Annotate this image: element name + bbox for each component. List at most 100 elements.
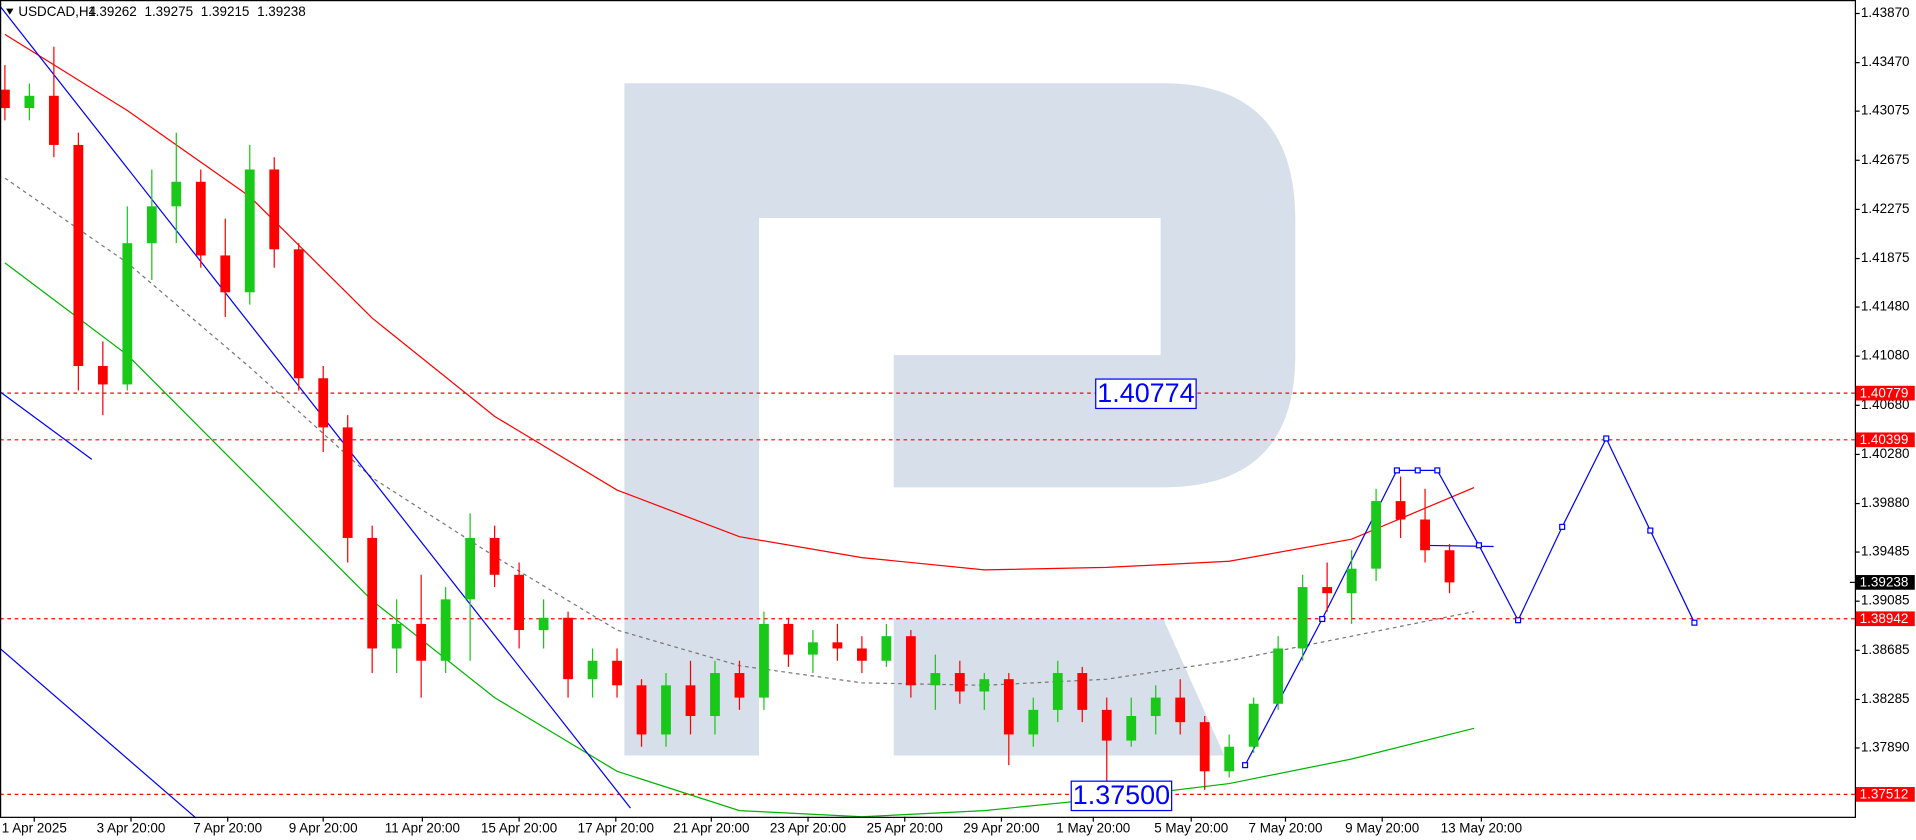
candle-body — [1395, 501, 1406, 520]
plot-area — [0, 5, 1855, 819]
indicator-line — [4, 262, 1475, 818]
y-tick-label: 1.40680 — [1861, 397, 1910, 412]
header-value: 1.39238 — [257, 4, 306, 19]
x-tick-label: 29 Apr 20:00 — [963, 821, 1039, 836]
level-label-box — [1856, 611, 1915, 627]
candle-body — [979, 679, 990, 692]
candle-body — [1175, 697, 1186, 723]
x-tick-label: 1 May 20:00 — [1056, 821, 1130, 836]
y-tick-label: 1.37890 — [1861, 740, 1910, 755]
y-tick-label: 1.43870 — [1861, 5, 1910, 20]
x-tick-label: 9 May 20:00 — [1345, 821, 1419, 836]
watermark-logo — [624, 83, 1296, 756]
candle-body — [587, 660, 598, 680]
x-tick-label: 21 Apr 20:00 — [673, 821, 749, 836]
x-tick-label: 5 May 20:00 — [1154, 821, 1228, 836]
x-tick-label: 7 May 20:00 — [1248, 821, 1322, 836]
y-tick-label: 1.43470 — [1861, 54, 1910, 69]
candle-body — [563, 617, 573, 680]
candle-body — [905, 636, 916, 686]
plot-frame — [0, 0, 1857, 818]
candle-body — [1052, 673, 1063, 710]
candle-body — [1297, 587, 1308, 649]
candle-body — [930, 673, 941, 686]
candle-body — [146, 206, 157, 244]
y-tick-label: 1.39085 — [1861, 593, 1910, 608]
header-value: 1.39275 — [144, 4, 193, 19]
candle-body — [1224, 746, 1235, 772]
candle-body — [1150, 697, 1161, 717]
y-tick-label: 1.41480 — [1861, 299, 1910, 314]
menu-triangle — [6, 8, 14, 15]
y-tick-label: 1.40280 — [1861, 446, 1910, 461]
candle-body — [1371, 501, 1381, 569]
candle-body — [759, 623, 769, 698]
candle-body — [220, 255, 231, 293]
current-price-box — [1856, 575, 1915, 590]
y-tick-label: 1.39880 — [1861, 495, 1910, 510]
x-tick-label: 17 Apr 20:00 — [578, 821, 654, 836]
candle-body — [1248, 703, 1259, 747]
annotation-label: 1.40774 — [1097, 378, 1194, 408]
candle-body — [538, 617, 549, 631]
forecast-point — [1559, 523, 1566, 530]
candle-body — [48, 95, 59, 145]
x-tick-label: 25 Apr 20:00 — [867, 821, 943, 836]
candle-body — [489, 537, 500, 575]
candle-body — [1126, 716, 1137, 741]
candle-body — [808, 642, 818, 655]
candle-body — [636, 685, 647, 735]
header-value: 1.39215 — [201, 4, 250, 19]
y-tick-label: 1.39485 — [1861, 544, 1910, 559]
candle-body — [661, 685, 671, 735]
x-tick-label: 23 Apr 20:00 — [770, 821, 846, 836]
y-tick-label: 1.41080 — [1861, 348, 1910, 363]
annotation-box — [1070, 780, 1173, 812]
candle-body — [514, 574, 524, 631]
level-label: 1.40779 — [1860, 385, 1909, 400]
candle-body — [0, 89, 10, 109]
forecast-point — [1475, 542, 1482, 549]
y-tick-label: 1.42675 — [1861, 152, 1910, 167]
forecast-point — [1603, 435, 1610, 442]
y-tick-label: 1.42275 — [1861, 201, 1910, 216]
forecast-point — [1414, 467, 1421, 474]
forecast-point — [1647, 527, 1654, 534]
y-tick-label: 1.38285 — [1861, 691, 1910, 706]
forecast-point — [1691, 619, 1698, 626]
candle-body — [465, 537, 476, 600]
candle-body — [293, 249, 304, 379]
level-label: 1.40399 — [1860, 432, 1909, 447]
level-label: 1.38942 — [1860, 611, 1909, 626]
x-tick-label: 13 May 20:00 — [1441, 821, 1523, 836]
forecast-point — [1319, 615, 1326, 623]
candle-body — [440, 599, 451, 661]
candle-body — [612, 660, 622, 686]
indicator-line — [0, 5, 631, 809]
y-tick-label: 1.43075 — [1861, 103, 1910, 118]
current-price-label: 1.39238 — [1860, 575, 1909, 590]
candle-body — [1077, 673, 1088, 710]
candle-body — [1028, 709, 1039, 735]
candle-body — [1273, 648, 1284, 704]
candle-body — [954, 673, 965, 692]
indicator-line — [0, 648, 197, 819]
candle-body — [734, 673, 745, 698]
forecast-point — [1393, 467, 1400, 474]
candle-body — [1003, 679, 1014, 735]
candle-body — [416, 623, 427, 661]
x-tick-label: 7 Apr 20:00 — [193, 821, 262, 836]
candle-body — [832, 642, 843, 649]
candle-body — [391, 623, 402, 649]
x-tick-label: 9 Apr 20:00 — [289, 821, 358, 836]
x-tick-label: 15 Apr 20:00 — [481, 821, 557, 836]
forecast-point — [1515, 617, 1522, 624]
candle-body — [1101, 709, 1112, 741]
x-tick-label: 1 Apr 2025 — [2, 821, 67, 836]
candle-body — [367, 537, 378, 649]
forecast-point — [1434, 467, 1441, 474]
candle-body — [856, 648, 867, 661]
candle-body — [881, 636, 892, 661]
